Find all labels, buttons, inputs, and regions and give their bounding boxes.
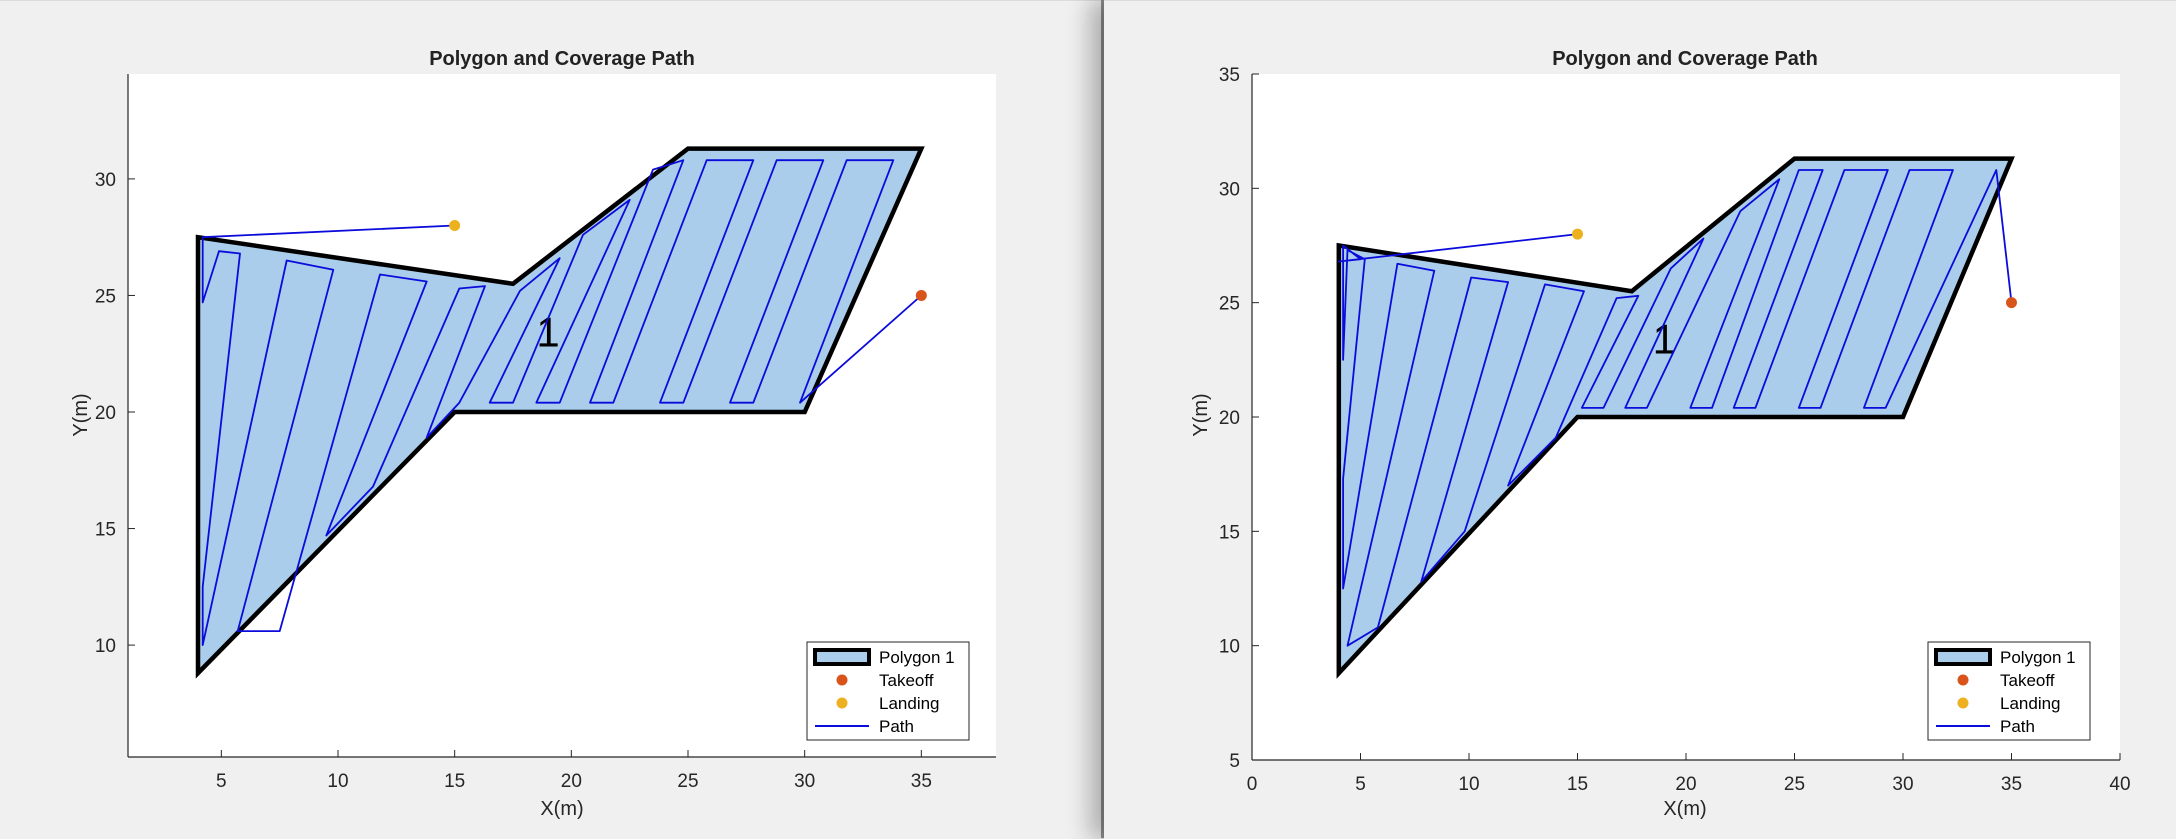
legend-label-takeoff: Takeoff xyxy=(2000,671,2055,690)
y-tick-label: 15 xyxy=(1219,522,1240,543)
legend-takeoff-marker xyxy=(1957,674,1969,686)
chart-title: Polygon and Coverage Path xyxy=(1552,48,1818,70)
y-tick-label: 5 xyxy=(1229,751,1240,772)
x-axis-label: X(m) xyxy=(1663,798,1706,820)
x-axis-label: X(m) xyxy=(540,798,583,820)
legend: Polygon 1 Takeoff Landing Path xyxy=(1927,641,2091,741)
x-tick-label: 25 xyxy=(1784,774,1805,795)
x-tick-label: 20 xyxy=(1675,774,1696,795)
figure-window-right: 1 0 5 10 15 20 25 30 35 40 5 10 15 20 25 30 35 Polygon … xyxy=(1104,0,2176,839)
y-axis-label: Y(m) xyxy=(1190,393,1212,436)
polygon-label: 1 xyxy=(536,309,559,356)
legend-label-takeoff: Takeoff xyxy=(879,671,934,690)
y-tick-label: 35 xyxy=(1219,65,1240,86)
x-tick-label: 10 xyxy=(1458,774,1479,795)
x-tick-label: 35 xyxy=(2001,774,2022,795)
chart-left: 1 5 10 15 20 25 30 35 10 15 20 25 30 Polygon and Co… xyxy=(70,48,996,820)
x-tick-label: 5 xyxy=(1355,774,1366,795)
legend-takeoff-marker xyxy=(836,674,848,686)
x-tick-label: 40 xyxy=(2109,774,2130,795)
landing-point xyxy=(449,220,461,232)
y-tick-label: 15 xyxy=(95,520,116,541)
legend-label-path: Path xyxy=(879,717,914,736)
chart-title: Polygon and Coverage Path xyxy=(429,48,695,70)
x-tick-label: 0 xyxy=(1247,774,1258,795)
y-tick-label: 10 xyxy=(1219,637,1240,658)
legend-label-path: Path xyxy=(2000,717,2035,736)
x-tick-label: 10 xyxy=(327,771,348,792)
coverage-path xyxy=(201,159,922,646)
figure-window-left: 1 5 10 15 20 25 30 35 10 15 20 25 30 Polygon and Co… xyxy=(0,0,1101,820)
polygon-label: 1 xyxy=(1653,315,1676,362)
legend-landing-marker xyxy=(1957,697,1969,709)
coverage-path xyxy=(1337,169,2013,647)
x-tick-label: 30 xyxy=(1892,774,1913,795)
takeoff-point xyxy=(915,289,927,301)
legend-polygon-swatch xyxy=(1934,648,1992,666)
x-tick-label: 5 xyxy=(216,771,227,792)
y-tick-label: 20 xyxy=(95,403,116,424)
y-axis-label: Y(m) xyxy=(70,393,92,436)
x-tick-label: 35 xyxy=(911,771,932,792)
x-tick-label: 25 xyxy=(677,771,698,792)
legend-label-polygon: Polygon 1 xyxy=(2000,648,2076,667)
x-tick-label: 30 xyxy=(794,771,815,792)
y-tick-label: 20 xyxy=(1219,408,1240,429)
landing-point xyxy=(1572,228,1583,240)
y-tick-label: 25 xyxy=(1219,294,1240,315)
y-tick-label: 30 xyxy=(1219,179,1240,200)
x-tick-label: 20 xyxy=(561,771,582,792)
window-divider[interactable] xyxy=(1101,0,1104,838)
x-tick-label: 15 xyxy=(1567,774,1588,795)
legend: Polygon 1 Takeoff Landing Path xyxy=(806,641,970,741)
legend-landing-marker xyxy=(836,697,848,709)
takeoff-point xyxy=(2006,297,2017,309)
legend-label-landing: Landing xyxy=(2000,694,2061,713)
y-tick-label: 25 xyxy=(95,286,116,307)
y-tick-label: 10 xyxy=(95,636,116,657)
y-tick-label: 30 xyxy=(95,170,116,191)
legend-label-landing: Landing xyxy=(879,694,940,713)
legend-polygon-swatch xyxy=(813,648,871,666)
legend-label-polygon: Polygon 1 xyxy=(879,648,955,667)
x-tick-label: 15 xyxy=(444,771,465,792)
